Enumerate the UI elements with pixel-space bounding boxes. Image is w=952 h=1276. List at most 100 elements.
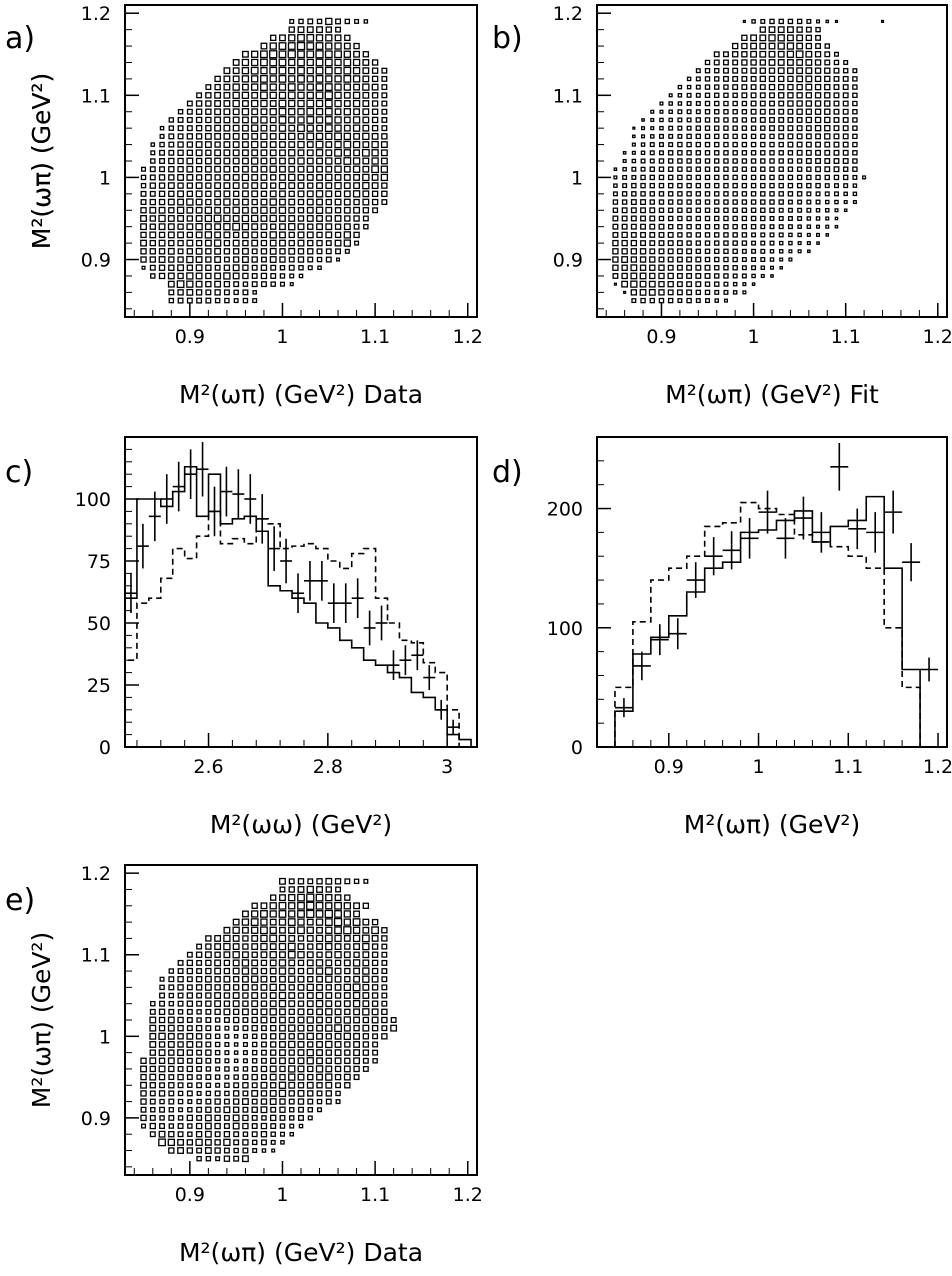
heatmap-cell bbox=[241, 223, 250, 231]
heatmap-cell bbox=[630, 231, 637, 238]
heatmap-cell bbox=[168, 125, 175, 131]
heatmap-cell bbox=[667, 272, 674, 280]
heatmap-cell bbox=[741, 117, 748, 123]
heatmap-cell bbox=[177, 984, 184, 991]
heatmap-cell bbox=[260, 281, 267, 288]
heatmap-cell bbox=[315, 132, 324, 141]
heatmap-cell bbox=[316, 215, 323, 222]
heatmap-cell bbox=[233, 1058, 239, 1064]
heatmap-cell bbox=[778, 100, 785, 107]
heatmap-cell bbox=[363, 223, 369, 230]
heatmap-cell bbox=[325, 1000, 333, 1008]
heatmap-cell bbox=[232, 984, 240, 991]
heatmap-cell bbox=[750, 223, 757, 230]
heatmap-cell bbox=[842, 116, 849, 123]
heatmap-cell bbox=[270, 1114, 277, 1122]
heatmap-cell bbox=[269, 91, 277, 99]
heatmap-cell bbox=[769, 174, 775, 181]
heatmap-cell bbox=[270, 1139, 276, 1145]
heatmap-cell bbox=[306, 58, 314, 67]
heatmap-cell bbox=[316, 1016, 323, 1024]
heatmap-cell bbox=[260, 1081, 268, 1089]
heatmap-cell bbox=[649, 158, 655, 164]
heatmap-cell bbox=[814, 75, 822, 83]
heatmap-cell bbox=[630, 289, 638, 296]
heatmap-cell bbox=[343, 1065, 351, 1073]
heatmap-cell bbox=[278, 918, 287, 926]
heatmap-cell bbox=[362, 124, 370, 132]
heatmap-cell bbox=[796, 26, 803, 33]
heatmap-cell bbox=[214, 1025, 221, 1031]
heatmap-cell bbox=[815, 199, 821, 205]
heatmap-cell bbox=[704, 256, 711, 263]
heatmap-cell bbox=[612, 239, 619, 247]
heatmap-cell bbox=[381, 133, 388, 140]
heatmap-cell bbox=[279, 141, 286, 149]
heatmap-cell bbox=[159, 1082, 166, 1089]
heatmap-cell bbox=[390, 1017, 397, 1023]
heatmap-cell bbox=[704, 76, 711, 82]
heatmap-cell bbox=[214, 1041, 221, 1048]
heatmap-cell bbox=[344, 967, 351, 975]
heatmap-cell bbox=[270, 1131, 276, 1137]
heatmap-cell bbox=[186, 1017, 193, 1023]
heatmap-cell bbox=[787, 34, 794, 42]
heatmap-cell bbox=[815, 191, 821, 197]
heatmap-cell bbox=[344, 34, 351, 42]
heatmap-cell bbox=[205, 992, 212, 999]
heatmap-cell bbox=[232, 132, 240, 140]
heatmap-cell bbox=[149, 256, 156, 263]
heatmap-cell bbox=[816, 224, 821, 229]
heatmap-cell bbox=[288, 99, 296, 108]
heatmap-cell bbox=[233, 1131, 240, 1138]
heatmap-cell bbox=[372, 1049, 379, 1056]
heatmap-cell bbox=[298, 273, 304, 279]
heatmap-cell bbox=[815, 158, 822, 164]
heatmap-cell bbox=[251, 190, 259, 198]
heatmap-cell bbox=[842, 108, 849, 115]
heatmap-cell bbox=[177, 1098, 184, 1105]
heatmap-cell bbox=[315, 910, 324, 918]
heatmap-cell bbox=[632, 134, 636, 139]
heatmap-cell bbox=[149, 215, 156, 222]
heatmap-cell bbox=[241, 926, 249, 934]
heatmap-cell bbox=[334, 67, 342, 75]
heatmap-cell bbox=[695, 117, 702, 123]
heatmap-cell bbox=[252, 1148, 258, 1154]
heatmap-cell bbox=[621, 207, 628, 214]
heatmap-cell bbox=[797, 199, 803, 205]
heatmap-cell bbox=[834, 224, 839, 229]
heatmap-cell bbox=[214, 1008, 221, 1016]
heatmap-cell bbox=[223, 157, 231, 165]
heatmap-cell bbox=[352, 983, 361, 992]
heatmap-cell bbox=[714, 166, 720, 172]
heatmap-cell bbox=[723, 191, 729, 197]
heatmap-cell bbox=[297, 198, 305, 206]
heatmap-cell bbox=[750, 34, 758, 42]
heatmap-cell bbox=[214, 132, 222, 140]
heatmap-cell bbox=[223, 124, 231, 132]
heatmap-cell bbox=[260, 83, 268, 91]
heatmap-cell bbox=[714, 248, 720, 255]
heatmap-cell bbox=[760, 133, 766, 140]
heatmap-cell bbox=[805, 108, 813, 115]
heatmap-cell bbox=[242, 1041, 248, 1047]
heatmap-cell bbox=[158, 1138, 166, 1147]
heatmap-cell bbox=[168, 207, 175, 214]
heatmap-cell bbox=[232, 1098, 240, 1105]
heatmap-cell bbox=[852, 183, 858, 188]
heatmap-cell bbox=[214, 280, 222, 288]
heatmap-cell bbox=[750, 207, 757, 213]
heatmap-cell bbox=[279, 1008, 286, 1016]
heatmap-cell bbox=[270, 1057, 277, 1064]
heatmap-cell bbox=[334, 58, 342, 67]
heatmap-cell bbox=[325, 1090, 332, 1097]
heatmap-cell bbox=[241, 918, 250, 926]
y-tick-label: 1.2 bbox=[81, 863, 111, 885]
heatmap-cell bbox=[177, 959, 184, 966]
heatmap-cell bbox=[658, 133, 664, 139]
heatmap-cell bbox=[815, 207, 821, 213]
heatmap-cell bbox=[723, 141, 729, 148]
heatmap-cell bbox=[852, 150, 858, 156]
heatmap-cell bbox=[232, 124, 240, 132]
